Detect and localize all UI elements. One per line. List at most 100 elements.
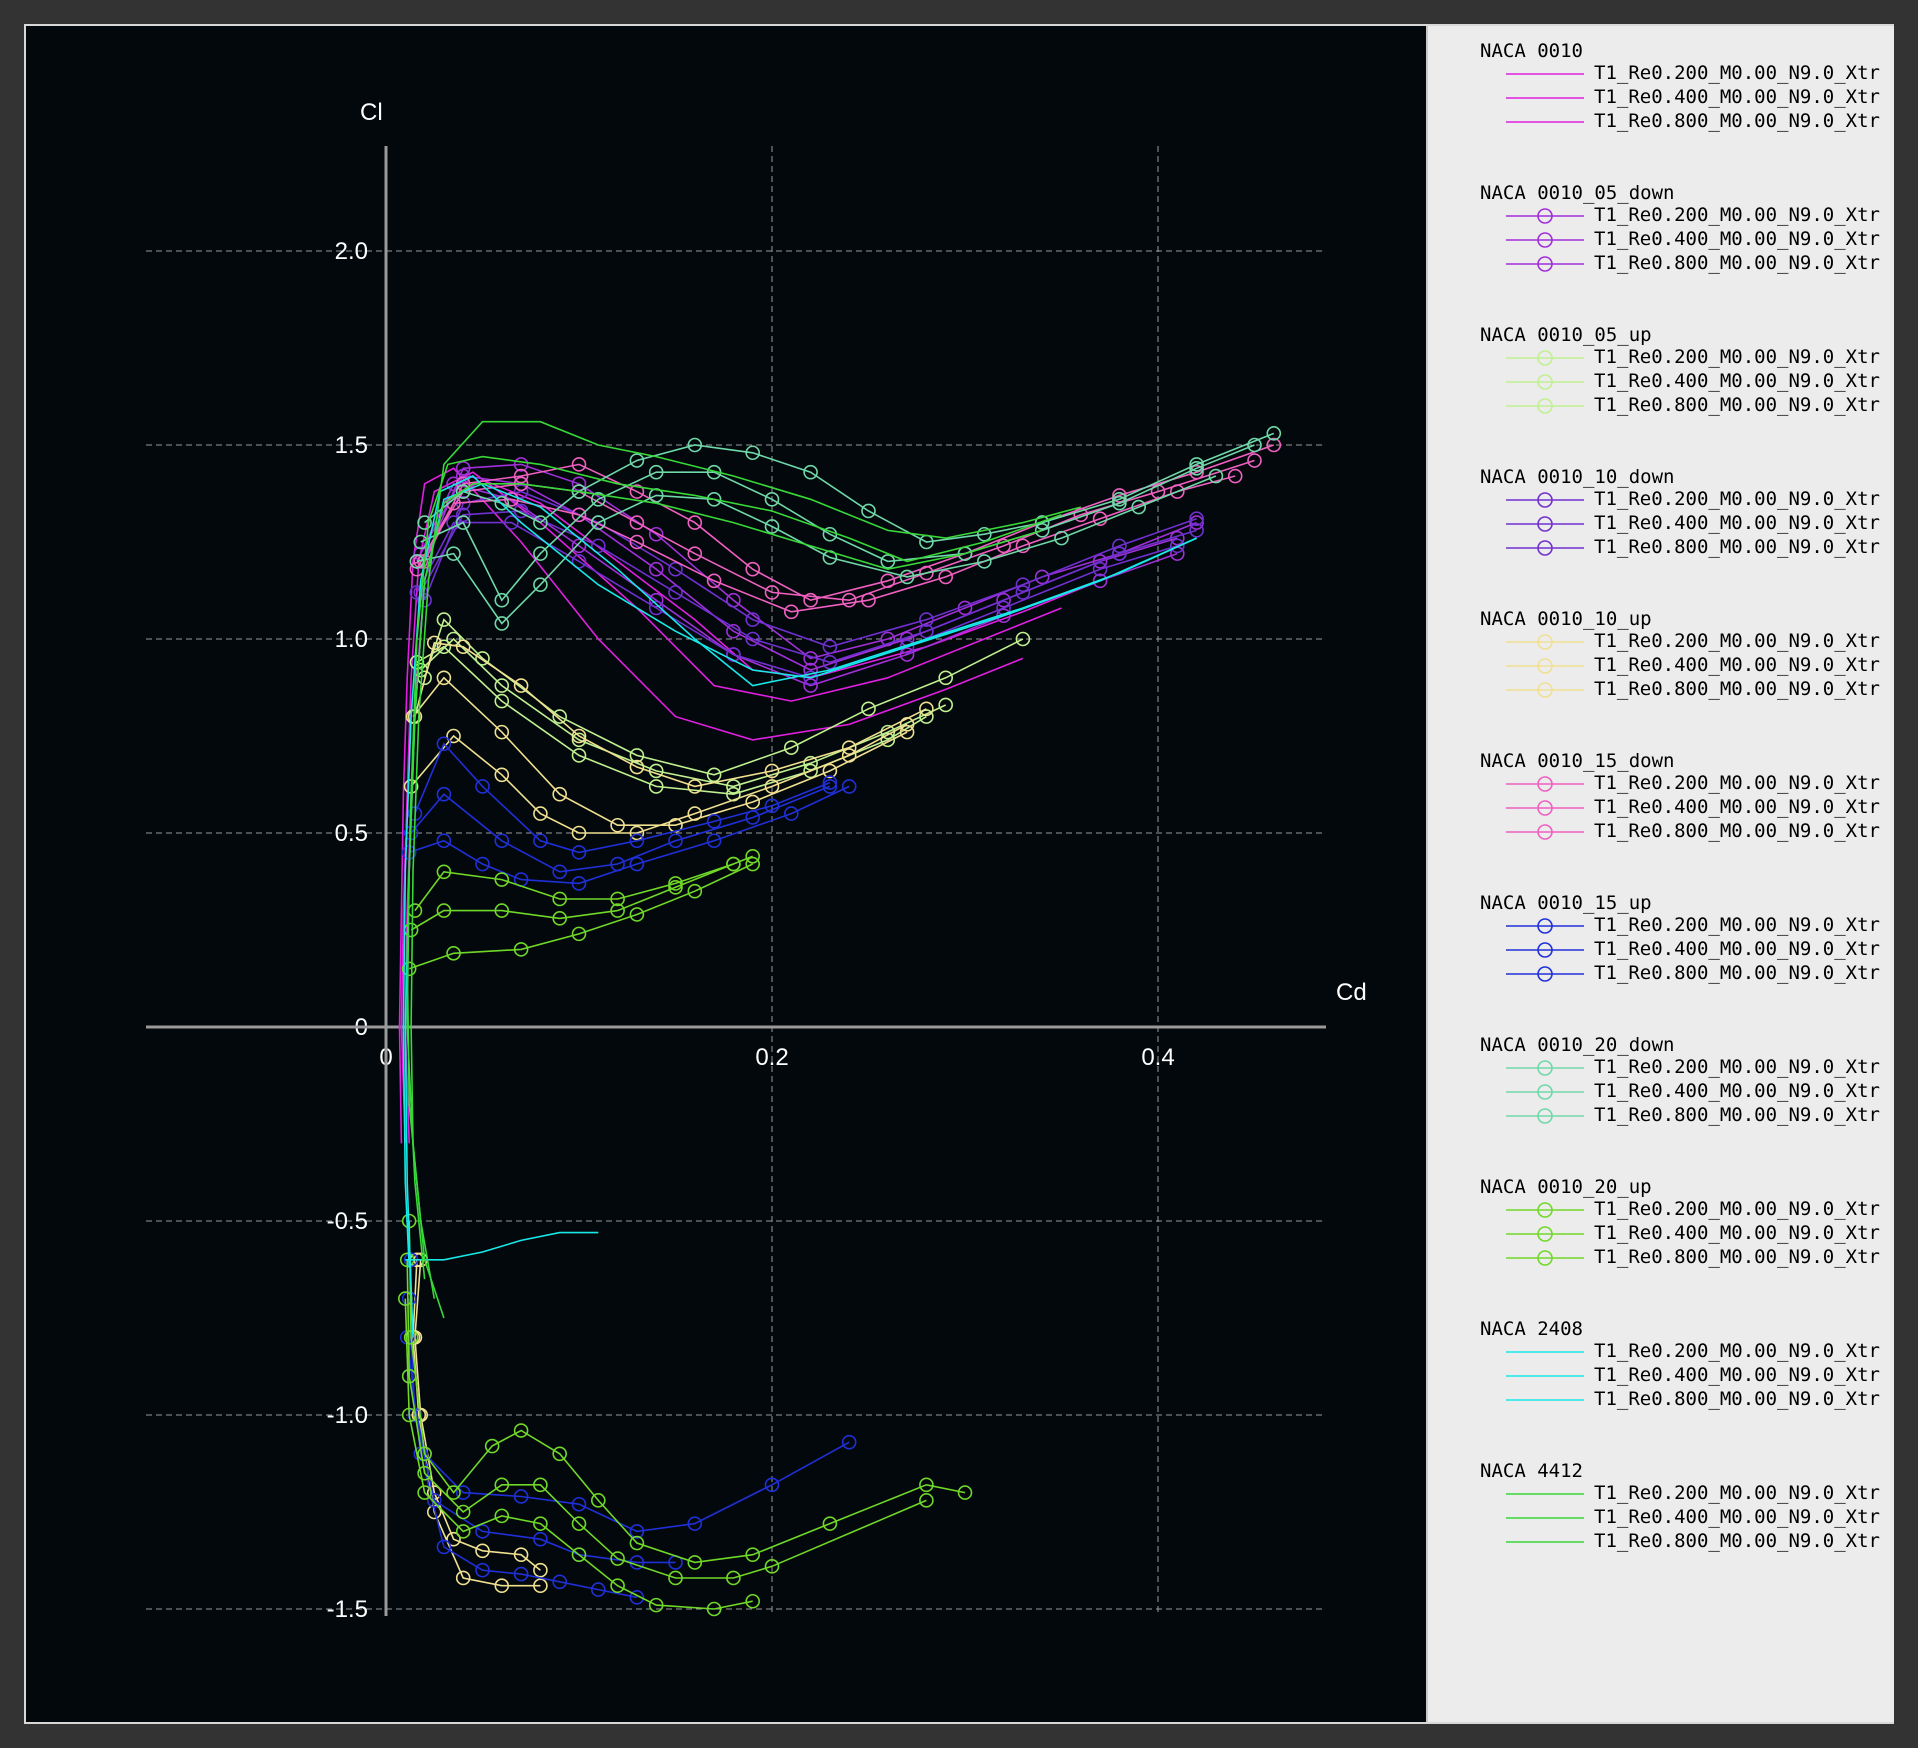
legend-entry[interactable]: T1_Re0.800_M0.00_N9.0_Xtr <box>1428 678 1894 702</box>
legend-entry[interactable]: T1_Re0.400_M0.00_N9.0_Xtr <box>1428 654 1894 678</box>
data-point-marker <box>629 453 645 468</box>
data-point-marker <box>687 1555 703 1570</box>
legend-swatch <box>1506 121 1584 123</box>
data-point-marker <box>745 445 761 461</box>
legend-swatch <box>1506 1084 1584 1100</box>
data-point-marker <box>455 1524 471 1539</box>
series-line <box>420 444 1255 602</box>
legend-entry[interactable]: T1_Re0.800_M0.00_N9.0_Xtr <box>1428 1388 1894 1412</box>
legend-entry[interactable]: T1_Re0.400_M0.00_N9.0_Xtr <box>1428 86 1894 110</box>
legend-entry[interactable]: T1_Re0.400_M0.00_N9.0_Xtr <box>1428 1364 1894 1388</box>
data-point-marker <box>1170 484 1185 499</box>
legend-entry[interactable]: T1_Re0.200_M0.00_N9.0_Xtr <box>1428 1340 1894 1364</box>
legend-swatch <box>1506 208 1584 224</box>
data-point-marker <box>764 519 780 534</box>
data-point-marker <box>590 515 606 530</box>
legend-entry[interactable]: T1_Re0.800_M0.00_N9.0_Xtr <box>1428 1246 1894 1270</box>
legend-entry[interactable]: T1_Re0.400_M0.00_N9.0_Xtr <box>1428 796 1894 820</box>
legend-entry[interactable]: T1_Re0.400_M0.00_N9.0_Xtr <box>1428 228 1894 252</box>
legend-group-title: NACA 2408 <box>1480 1318 1583 1340</box>
data-point-marker <box>899 724 915 740</box>
data-point-marker <box>841 748 857 763</box>
legend-entry[interactable]: T1_Re0.200_M0.00_N9.0_Xtr <box>1428 488 1894 512</box>
plot-area[interactable]: Cd Cl -1.5-1.0-0.500.51.01.52.000.20.4 <box>26 26 1426 1722</box>
data-point-marker <box>475 1524 490 1539</box>
data-point-marker <box>1015 577 1031 592</box>
legend-entry[interactable]: T1_Re0.200_M0.00_N9.0_Xtr <box>1428 1198 1894 1222</box>
legend-entry[interactable]: T1_Re0.800_M0.00_N9.0_Xtr <box>1428 394 1894 418</box>
legend-label: T1_Re0.800_M0.00_N9.0_Xtr <box>1594 820 1880 842</box>
data-point-marker <box>436 1539 452 1555</box>
data-point-marker <box>629 825 645 841</box>
legend-label: T1_Re0.800_M0.00_N9.0_Xtr <box>1594 962 1880 984</box>
legend-entry[interactable]: T1_Re0.400_M0.00_N9.0_Xtr <box>1428 1080 1894 1104</box>
legend-entry[interactable]: T1_Re0.400_M0.00_N9.0_Xtr <box>1428 938 1894 962</box>
legend-entry[interactable]: T1_Re0.200_M0.00_N9.0_Xtr <box>1428 630 1894 654</box>
data-point-marker <box>571 748 587 763</box>
legend-entry[interactable]: T1_Re0.200_M0.00_N9.0_Xtr <box>1428 1056 1894 1080</box>
legend-swatch <box>1506 540 1584 556</box>
data-point-marker <box>513 1489 529 1504</box>
data-point-marker <box>446 476 461 492</box>
legend-swatch <box>1506 232 1584 248</box>
series-line <box>423 463 1197 660</box>
data-point-marker <box>610 1551 625 1566</box>
series-line <box>408 1298 676 1564</box>
data-point-marker <box>513 1423 529 1438</box>
data-point-marker <box>533 515 548 530</box>
legend-swatch <box>1506 800 1584 816</box>
data-point-marker <box>590 1493 606 1508</box>
data-point-marker <box>1247 437 1262 453</box>
data-point-marker <box>533 1562 548 1578</box>
data-point-marker <box>590 492 606 507</box>
data-point-marker <box>648 779 664 794</box>
legend-entry[interactable]: T1_Re0.200_M0.00_N9.0_Xtr <box>1428 914 1894 938</box>
data-point-marker <box>745 1593 761 1609</box>
data-point-marker <box>533 577 548 592</box>
data-point-marker <box>1092 511 1108 527</box>
legend-entry[interactable]: T1_Re0.400_M0.00_N9.0_Xtr <box>1428 370 1894 394</box>
legend-entry[interactable]: T1_Re0.800_M0.00_N9.0_Xtr <box>1428 820 1894 844</box>
legend-label: T1_Re0.400_M0.00_N9.0_Xtr <box>1594 1222 1880 1244</box>
data-point-marker <box>1034 569 1050 585</box>
legend-swatch <box>1506 1351 1584 1353</box>
series-line <box>423 490 1197 648</box>
data-point-marker <box>417 1465 432 1481</box>
legend-entry[interactable]: T1_Re0.400_M0.00_N9.0_Xtr <box>1428 1222 1894 1246</box>
data-point-marker <box>494 678 510 693</box>
data-point-marker <box>494 1477 510 1493</box>
data-point-marker <box>533 1516 548 1531</box>
data-point-marker <box>513 457 529 472</box>
series-line <box>408 863 754 970</box>
legend-entry[interactable]: T1_Re0.800_M0.00_N9.0_Xtr <box>1428 536 1894 560</box>
data-point-marker <box>552 1574 568 1590</box>
legend-entry[interactable]: T1_Re0.800_M0.00_N9.0_Xtr <box>1428 1104 1894 1128</box>
data-point-marker <box>552 709 568 724</box>
legend-entry[interactable]: T1_Re0.800_M0.00_N9.0_Xtr <box>1428 962 1894 986</box>
legend-entry[interactable]: T1_Re0.800_M0.00_N9.0_Xtr <box>1428 1530 1894 1554</box>
data-point-marker <box>919 1493 934 1508</box>
legend-entry[interactable]: T1_Re0.400_M0.00_N9.0_Xtr <box>1428 1506 1894 1530</box>
data-point-marker <box>401 961 417 977</box>
legend-entry[interactable]: T1_Re0.200_M0.00_N9.0_Xtr <box>1428 346 1894 370</box>
data-point-marker <box>726 779 741 794</box>
legend-entry[interactable]: T1_Re0.200_M0.00_N9.0_Xtr <box>1428 62 1894 86</box>
data-point-marker <box>533 1477 548 1493</box>
legend-entry[interactable]: T1_Re0.200_M0.00_N9.0_Xtr <box>1428 772 1894 796</box>
data-point-marker <box>1112 538 1127 554</box>
polar-chart[interactable]: Cd Cl -1.5-1.0-0.500.51.01.52.000.20.4 <box>26 26 1426 1722</box>
legend-swatch <box>1506 658 1584 674</box>
data-point-marker <box>803 755 818 771</box>
data-point-marker <box>783 740 799 755</box>
data-point-marker <box>822 763 838 779</box>
series-line <box>412 676 908 827</box>
data-point-marker <box>436 833 452 849</box>
data-point-marker <box>403 1330 419 1345</box>
legend-entry[interactable]: T1_Re0.200_M0.00_N9.0_Xtr <box>1428 204 1894 228</box>
legend-entry[interactable]: T1_Re0.800_M0.00_N9.0_Xtr <box>1428 252 1894 276</box>
data-point-marker <box>475 779 490 794</box>
legend-entry[interactable]: T1_Re0.200_M0.00_N9.0_Xtr <box>1428 1482 1894 1506</box>
legend-entry[interactable]: T1_Re0.800_M0.00_N9.0_Xtr <box>1428 110 1894 134</box>
legend-entry[interactable]: T1_Re0.400_M0.00_N9.0_Xtr <box>1428 512 1894 536</box>
data-point-marker <box>446 546 461 561</box>
